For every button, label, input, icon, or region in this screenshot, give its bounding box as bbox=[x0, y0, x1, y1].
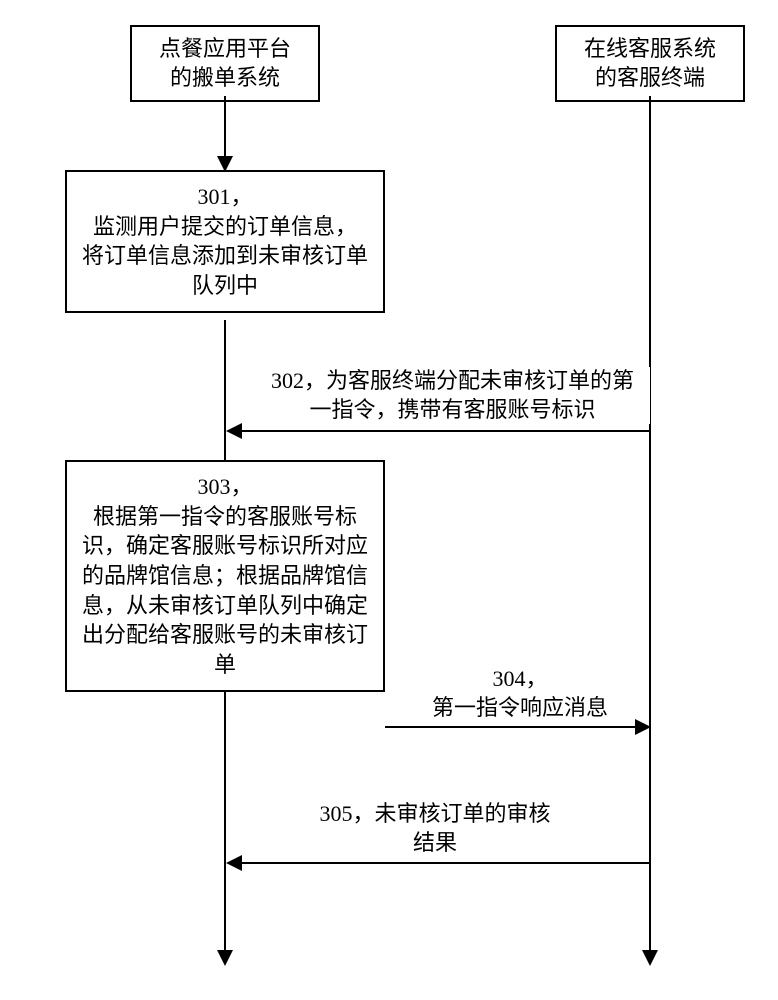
step-303-num: 303， bbox=[197, 474, 252, 499]
step-301-l2: 将订单信息添加到未审核订单 bbox=[82, 243, 368, 268]
step-303-l6: 单 bbox=[214, 652, 236, 677]
msg-305-line bbox=[240, 862, 650, 864]
msg-302-arrow bbox=[226, 423, 242, 439]
arrow-left-bottom bbox=[217, 950, 233, 966]
lifeline-right bbox=[649, 96, 651, 955]
step-303-l5: 出分配给客服账号的未审核订 bbox=[82, 622, 368, 647]
msg-305-l1: 305，未审核订单的审核 bbox=[319, 801, 550, 826]
msg-305-label: 305，未审核订单的审核 结果 bbox=[290, 800, 580, 857]
msg-302-label: 302，为客服终端分配未审核订单的第 一指令，携带有客服账号标识 bbox=[255, 367, 650, 424]
lane-right-title-2: 的客服终端 bbox=[595, 65, 705, 90]
step-301-l3: 队列中 bbox=[192, 273, 258, 298]
msg-302-l2: 一指令，携带有客服账号标识 bbox=[309, 397, 595, 422]
lifeline-left-seg2 bbox=[224, 320, 226, 460]
msg-302-l1: 302，为客服终端分配未审核订单的第 bbox=[271, 368, 634, 393]
msg-305-arrow bbox=[226, 855, 242, 871]
arrow-right-bottom bbox=[642, 950, 658, 966]
lane-header-right: 在线客服系统 的客服终端 bbox=[555, 25, 745, 102]
lane-header-left: 点餐应用平台 的搬单系统 bbox=[130, 25, 320, 102]
step-301-l1: 监测用户提交的订单信息， bbox=[93, 214, 357, 239]
lane-left-title-2: 的搬单系统 bbox=[170, 65, 280, 90]
msg-305-l2: 结果 bbox=[413, 830, 457, 855]
step-303-box: 303， 根据第一指令的客服账号标 识，确定客服账号标识所对应 的品牌馆信息；根… bbox=[65, 460, 385, 692]
msg-304-l1: 304， bbox=[492, 666, 547, 691]
step-301-num: 301， bbox=[197, 184, 252, 209]
lane-left-title-1: 点餐应用平台 bbox=[159, 36, 291, 61]
step-301-box: 301， 监测用户提交的订单信息， 将订单信息添加到未审核订单 队列中 bbox=[65, 170, 385, 313]
lifeline-left-seg3 bbox=[224, 688, 226, 955]
step-303-l2: 识，确定客服账号标识所对应 bbox=[82, 533, 368, 558]
step-303-l3: 的品牌馆信息；根据品牌馆信 bbox=[82, 563, 368, 588]
msg-304-l2: 第一指令响应消息 bbox=[432, 695, 608, 720]
step-303-l4: 息，从未审核订单队列中确定 bbox=[82, 593, 368, 618]
step-303-l1: 根据第一指令的客服账号标 bbox=[93, 504, 357, 529]
lane-right-title-1: 在线客服系统 bbox=[584, 36, 716, 61]
msg-304-line bbox=[385, 726, 637, 728]
msg-302-line bbox=[240, 430, 650, 432]
msg-304-arrow bbox=[635, 719, 651, 735]
msg-304-label: 304， 第一指令响应消息 bbox=[395, 665, 645, 722]
